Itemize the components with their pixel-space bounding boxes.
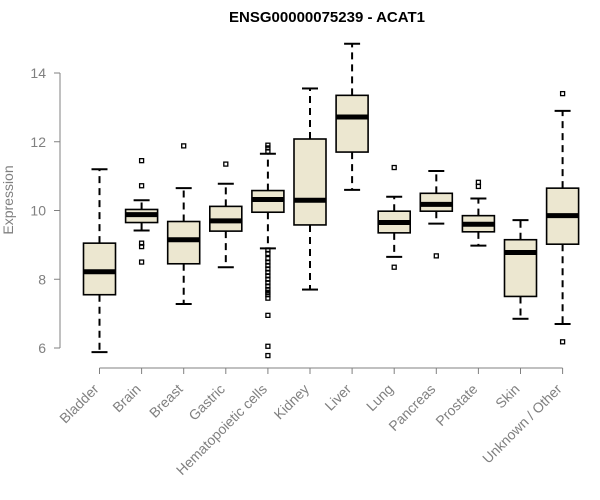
y-tick-label: 12 [30,134,46,150]
box-breast [166,143,201,305]
outlier-point [265,343,271,349]
y-tick-label: 6 [38,340,46,356]
x-tick-label: Prostate [432,381,480,429]
outlier-point [265,250,271,257]
y-tick-label: 8 [38,271,46,287]
outlier-point [138,158,145,164]
box-lung [377,164,412,270]
x-tick-label: Breast [146,381,186,421]
iqr-box [293,138,327,226]
iqr-box [82,242,117,296]
box-bladder [82,168,117,354]
box-kidney [293,87,327,291]
x-tick-label: Pancreas [385,381,438,434]
iqr-box [166,220,201,265]
box-hematopoietic-cells [251,142,285,359]
outlier-point [138,243,145,250]
outlier-point [181,143,187,149]
outlier-point [391,164,397,171]
x-tick-label: Brain [109,381,143,415]
x-tick-label: Liver [321,381,354,414]
chart-title: ENSG00000075239 - ACAT1 [229,9,425,26]
box-prostate [461,179,496,247]
box-skin [503,219,538,320]
outlier-point [265,286,271,293]
x-tick-label: Bladder [56,381,102,427]
box-unknown-other [545,90,580,345]
outlier-point [391,264,397,270]
plot-area [82,42,580,359]
outlier-point [433,253,439,259]
outlier-point [265,142,271,148]
outlier-point [475,179,482,185]
box-brain [124,158,159,265]
box-liver [335,42,369,191]
outlier-point [265,295,271,301]
outlier-point [223,161,229,167]
x-tick-label: Unknown / Other [479,381,565,467]
outlier-point [138,183,145,189]
outlier-point [265,352,271,359]
iqr-box [335,94,369,153]
x-tick-label: Skin [492,381,523,412]
iqr-box [503,238,538,298]
outlier-point [265,312,271,318]
outlier-point [559,90,566,97]
outlier-point [475,183,482,190]
outlier-point [265,148,271,155]
y-axis-label: Expression [0,165,16,234]
x-tick-label: Kidney [271,381,313,423]
outlier-point [138,259,145,265]
y-axis: 6 8 10 12 14 [30,65,61,356]
outlier-point [559,339,566,345]
x-tick-label: Lung [363,381,396,414]
box-pancreas [419,169,454,259]
box-gastric [209,161,243,269]
y-tick-label: 14 [30,65,46,81]
y-tick-label: 10 [30,203,46,219]
